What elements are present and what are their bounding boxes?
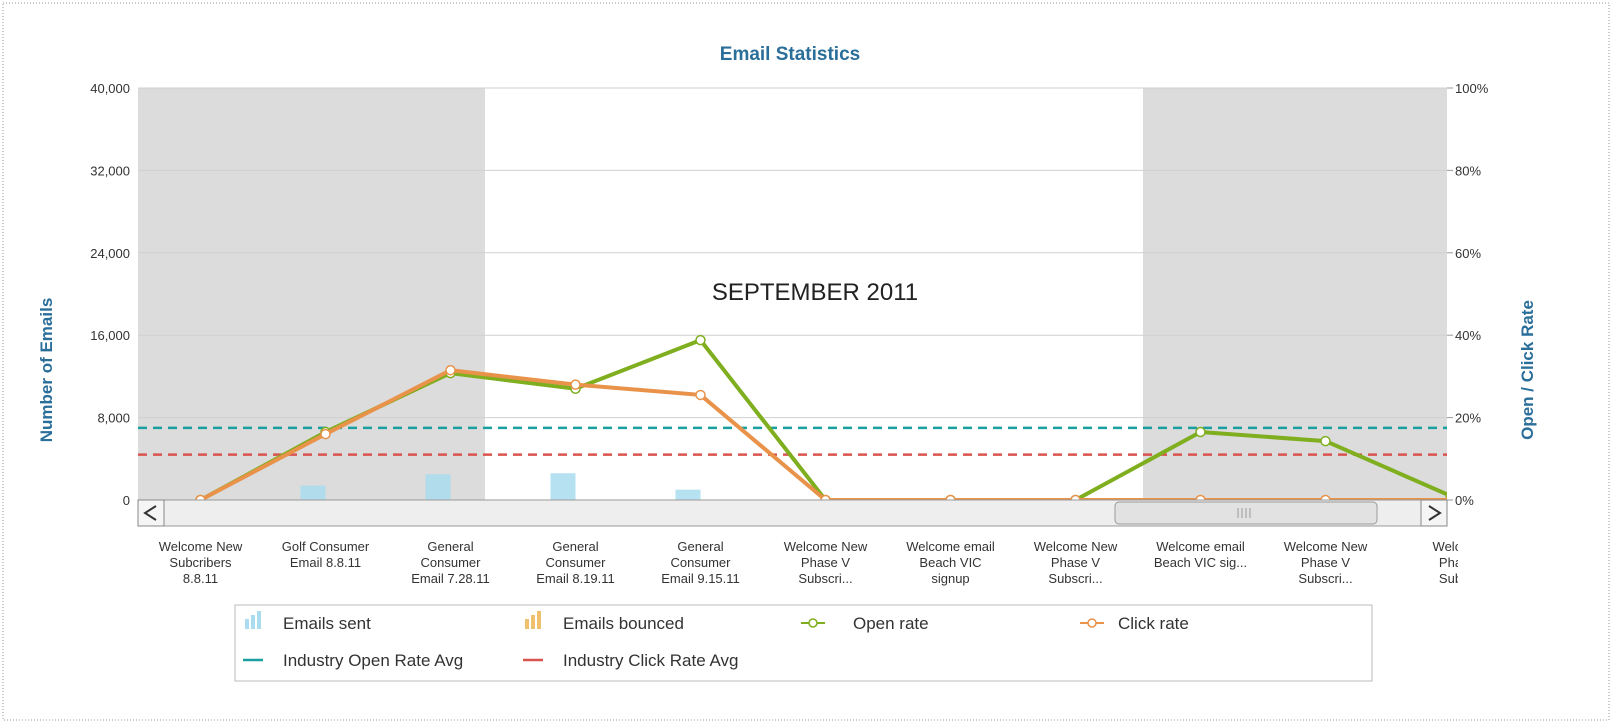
y-tick-label: 24,000 xyxy=(90,246,130,261)
label-line: General xyxy=(552,539,598,554)
label-line: Golf Consumer xyxy=(282,539,370,554)
x-tick-label: General Consumer Email 9.15.11 xyxy=(661,539,740,586)
arrow-icon xyxy=(143,505,157,521)
shaded-region xyxy=(138,88,485,500)
label-line: Welcome email xyxy=(1156,539,1245,554)
bar xyxy=(550,473,576,500)
x-tick-label: Welcome New Phase V Subscri... xyxy=(1284,539,1368,586)
label-line: Welcome email xyxy=(906,539,995,554)
label-line: Subscri... xyxy=(798,571,852,586)
legend-label: Open rate xyxy=(853,614,929,633)
label-line: Consumer xyxy=(421,555,482,570)
y-tick-label: 8,000 xyxy=(97,411,130,426)
legend-swatch xyxy=(251,615,255,629)
label-line: Welcome New xyxy=(159,539,243,554)
shaded-region xyxy=(1143,88,1447,500)
label-line: Phase V xyxy=(1051,555,1100,570)
point xyxy=(570,379,581,390)
chart-title: Email Statistics xyxy=(720,44,860,65)
point xyxy=(695,334,706,346)
x-tick-label: Welcome email Beach VIC signup xyxy=(906,539,995,586)
legend-label: Click rate xyxy=(1118,614,1189,633)
annotation: SEPTEMBER 2011 xyxy=(712,279,918,306)
point xyxy=(695,389,706,401)
label-line: Email 9.15.11 xyxy=(661,571,740,586)
x-tick-label: Welcome New Phase V Subscri... xyxy=(784,539,868,586)
x-tick-label: General Consumer Email 8.19.11 xyxy=(536,539,615,586)
y2-tick-label: 20% xyxy=(1455,411,1481,426)
legend-label: Industry Open Rate Avg xyxy=(283,651,463,670)
label-line: Subscri... xyxy=(1048,571,1102,586)
label-line: Email 7.28.11 xyxy=(411,571,490,586)
label-line: Phase V xyxy=(801,555,850,570)
label-line: Sub xyxy=(1439,571,1462,586)
y2-tick-label: 40% xyxy=(1455,328,1481,343)
legend-swatch xyxy=(257,611,261,629)
point xyxy=(445,364,456,376)
label-line: Email 8.8.11 xyxy=(290,555,361,570)
y2-tick-label: 60% xyxy=(1455,246,1481,261)
bar xyxy=(425,474,451,500)
legend-items: Emails sent Emails bounced Open rate Click … xyxy=(243,611,1189,670)
label-line: Subscri... xyxy=(1298,571,1352,586)
scroll-left[interactable] xyxy=(137,499,165,527)
label-line: General xyxy=(427,539,473,554)
label-line: Welco xyxy=(1433,539,1469,554)
x-tick-label: Welcome email Beach VIC sig... xyxy=(1154,539,1247,570)
x-tick-label: Welcome New Subcribers 8.8.11 xyxy=(159,539,243,586)
label-line: Beach VIC xyxy=(919,555,981,570)
y-axis-label: Number of Emails xyxy=(37,298,56,443)
y-tick-label: 32,000 xyxy=(90,163,130,178)
bar xyxy=(675,489,701,500)
label-line: Welcome New xyxy=(784,539,868,554)
x-tick-label: Welcome New Phase V Subscri... xyxy=(1034,539,1118,586)
label-line: Phase V xyxy=(1301,555,1350,570)
y2-tick-label: 0% xyxy=(1455,493,1474,508)
y2-tick-label: 100% xyxy=(1455,81,1489,96)
point xyxy=(320,428,331,440)
label-line: 8.8.11 xyxy=(183,571,218,586)
bar xyxy=(300,485,326,500)
y2-axis-label: Open / Click Rate xyxy=(1518,300,1537,440)
label-line: Email 8.19.11 xyxy=(536,571,615,586)
legend-swatch xyxy=(1087,618,1097,628)
label-line: Consumer xyxy=(546,555,607,570)
legend-swatch xyxy=(537,611,541,629)
label-line: Subcribers xyxy=(169,555,232,570)
label-line: General xyxy=(677,539,723,554)
y-tick-label: 0 xyxy=(123,493,130,508)
label-line: Welcome New xyxy=(1284,539,1368,554)
y-tick-label: 16,000 xyxy=(90,328,130,343)
label-line: Beach VIC sig... xyxy=(1154,555,1247,570)
label-line: signup xyxy=(931,571,969,586)
legend-label: Industry Click Rate Avg xyxy=(563,651,738,670)
grip xyxy=(1237,508,1251,518)
point xyxy=(1195,426,1206,438)
y-tick-label: 40,000 xyxy=(90,81,130,96)
x-tick-label: Welco Pha Sub xyxy=(1433,539,1469,586)
x-tick-label: General Consumer Email 7.28.11 xyxy=(411,539,490,586)
legend-swatch xyxy=(525,619,529,629)
legend-label: Emails bounced xyxy=(563,614,684,633)
legend-swatch xyxy=(531,615,535,629)
label-line: Consumer xyxy=(671,555,732,570)
legend-label: Emails sent xyxy=(283,614,371,633)
scrollbar[interactable] xyxy=(137,499,1448,527)
legend-swatch xyxy=(245,619,249,629)
x-tick-label: Golf Consumer Email 8.8.11 xyxy=(282,539,370,570)
label-line: Welcome New xyxy=(1034,539,1118,554)
arrow-icon xyxy=(1428,505,1442,521)
legend xyxy=(234,604,1373,682)
y2-tick-label: 80% xyxy=(1455,163,1481,178)
label-line: Pha xyxy=(1439,555,1463,570)
legend-swatch xyxy=(808,618,818,628)
point xyxy=(1320,435,1331,447)
scroll-right[interactable] xyxy=(1420,499,1448,527)
